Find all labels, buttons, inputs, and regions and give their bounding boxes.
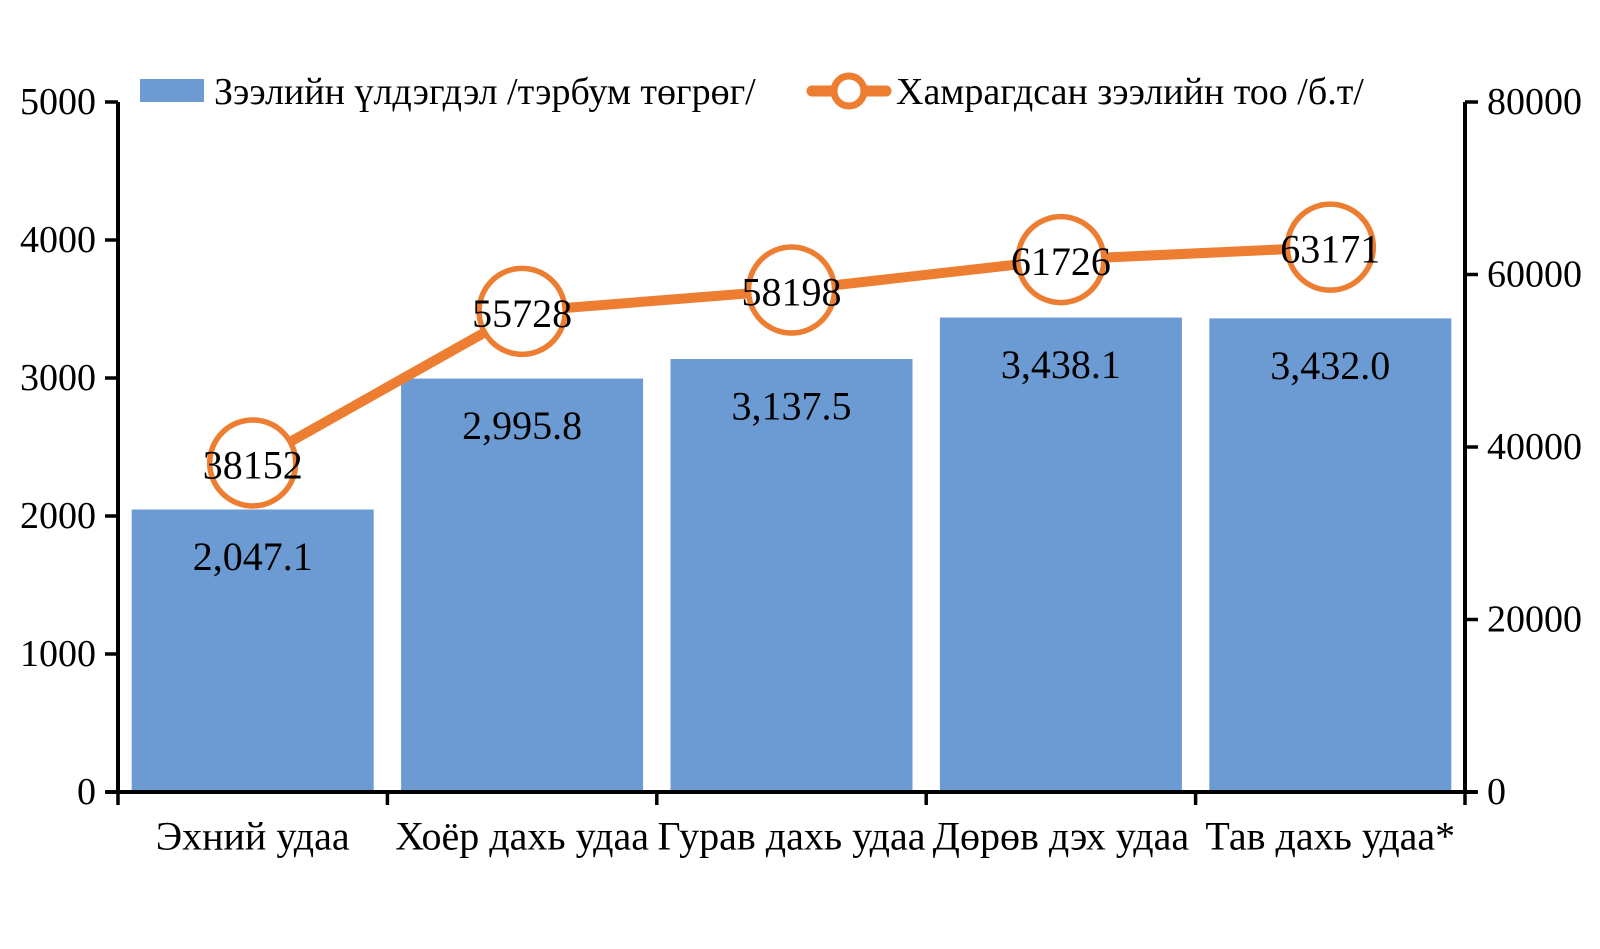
bar-data-label: 3,432.0 bbox=[1270, 343, 1390, 388]
category-label: Эхний удаа bbox=[156, 814, 350, 859]
line-markers bbox=[206, 201, 1377, 509]
bar bbox=[670, 359, 913, 792]
marker-data-label: 55728 bbox=[472, 291, 572, 336]
bar bbox=[131, 509, 374, 792]
marker-circle-icon bbox=[476, 265, 568, 358]
left-axis-tick-label: 1000 bbox=[20, 633, 96, 675]
category-label: Гурав дахь удаа bbox=[658, 814, 926, 859]
bar-data-label: 3,137.5 bbox=[732, 384, 852, 429]
legend: Зээлийн үлдэгдэл /тэрбум төгрөг/Хамрагдс… bbox=[140, 71, 1364, 113]
right-axis-tick-label: 20000 bbox=[1487, 599, 1582, 641]
bar bbox=[939, 317, 1182, 792]
legend-marker-icon bbox=[830, 72, 868, 110]
bar-data-label: 2,047.1 bbox=[193, 534, 313, 579]
legend-line-label: Хамрагдсан зээлийн тоо /б.т/ bbox=[896, 71, 1364, 113]
right-axis-tick-label: 60000 bbox=[1487, 254, 1582, 296]
left-axis-tick-label: 5000 bbox=[20, 81, 96, 123]
legend-bar-swatch-icon bbox=[140, 79, 204, 102]
right-axis-tick-label: 80000 bbox=[1487, 81, 1582, 123]
bar bbox=[401, 378, 644, 792]
data-labels: 2,047.1 2,995.8 3,137.5 3,438.1 3,432.0 38152… bbox=[193, 227, 1391, 579]
left-axis-tick-label: 3000 bbox=[20, 357, 96, 399]
left-axis-tick-label: 2000 bbox=[20, 495, 96, 537]
marker-circle-icon bbox=[206, 417, 299, 509]
marker-circle-icon bbox=[745, 244, 838, 336]
category-label: Дөрөв дэх удаа bbox=[933, 814, 1190, 859]
marker-circle-icon bbox=[1015, 213, 1107, 306]
left-axis-tick-label: 0 bbox=[77, 771, 96, 813]
right-axis-tick-label: 0 bbox=[1487, 771, 1506, 813]
axes: 0 1000 2000 3000 4000 5000 0 20000 40000 60000 800… bbox=[20, 81, 1582, 859]
marker-data-label: 38152 bbox=[203, 442, 303, 487]
bar-data-label: 3,438.1 bbox=[1001, 342, 1121, 387]
marker-data-label: 58198 bbox=[742, 270, 842, 315]
left-axis-tick-label: 4000 bbox=[20, 219, 96, 261]
marker-data-label: 61726 bbox=[1011, 239, 1111, 284]
bar-series bbox=[131, 317, 1452, 792]
category-label: Тав дахь удаа* bbox=[1205, 814, 1455, 859]
bar bbox=[1209, 318, 1452, 792]
marker-data-label: 63171 bbox=[1280, 227, 1380, 272]
marker-circle-icon bbox=[1284, 201, 1377, 293]
legend-bar-label: Зээлийн үлдэгдэл /тэрбум төгрөг/ bbox=[214, 71, 756, 113]
bar-data-label: 2,995.8 bbox=[462, 403, 582, 448]
category-label: Хоёр дахь удаа bbox=[395, 814, 649, 859]
right-axis-tick-label: 40000 bbox=[1487, 426, 1582, 468]
